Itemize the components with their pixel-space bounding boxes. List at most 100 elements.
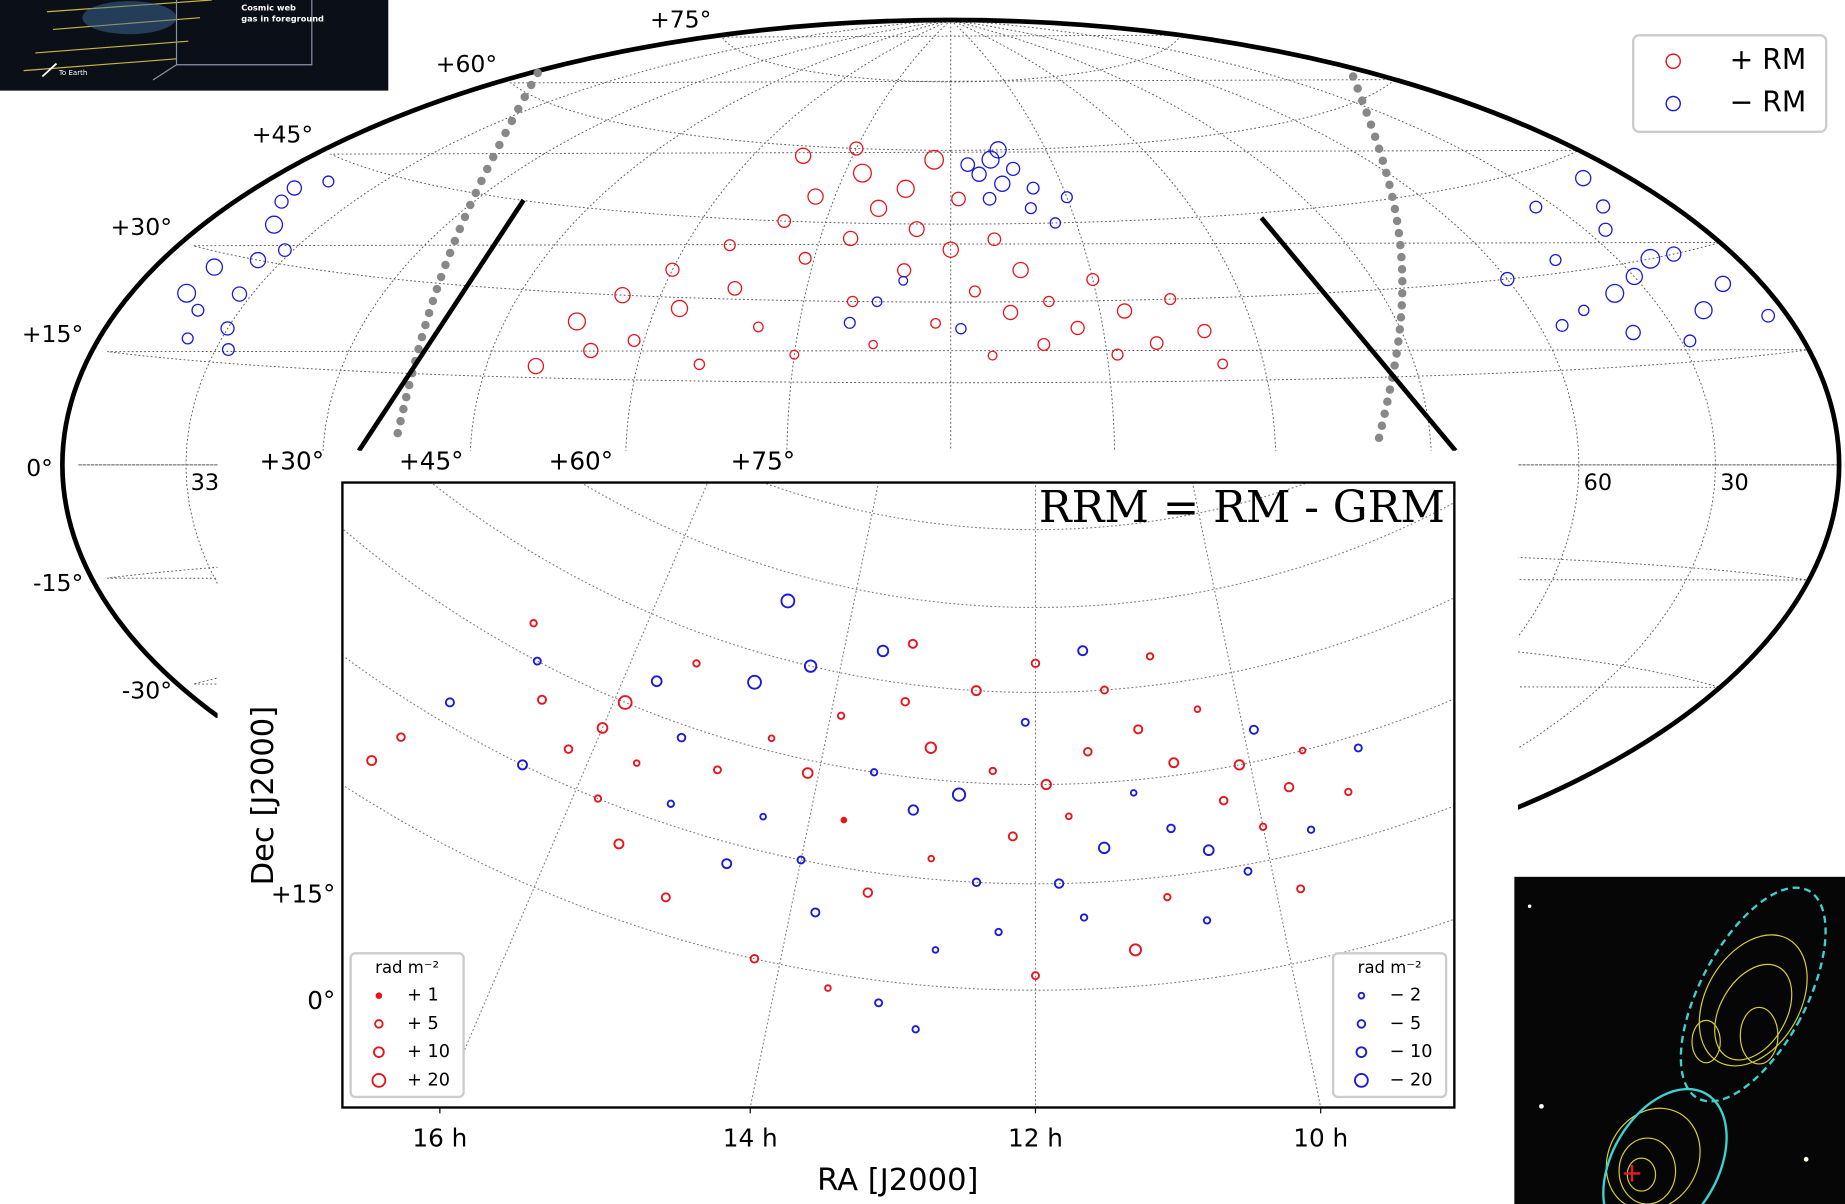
star [1527,904,1532,909]
legend-label: + 5 [407,1014,439,1034]
radio-inset [1514,876,1845,1204]
source [971,877,982,888]
legend-title: rad m⁻² [1358,958,1422,977]
panel-title: RRM = RM - GRM [1039,483,1445,533]
source [951,191,966,207]
source [1005,161,1021,177]
source [927,854,936,863]
source [517,759,528,771]
legend-box [1331,952,1448,1099]
source [840,816,848,824]
lobe-ellipse [1602,1087,1728,1204]
source [1065,812,1073,821]
source [862,887,874,898]
source [1166,823,1176,834]
source [650,675,663,688]
legend-marker [1357,991,1366,1000]
legend-marker [1665,53,1681,69]
plane-dot [1378,156,1388,166]
source [874,998,884,1008]
source [1111,348,1124,361]
source [1129,789,1138,797]
plane-dot [471,188,481,198]
source [1694,301,1713,320]
top-tick-label: +30° [260,447,324,476]
source [798,251,812,265]
source [970,685,982,697]
source [632,759,641,767]
source [181,332,194,345]
source [767,734,776,743]
source [1086,272,1100,287]
legend-label: + 10 [407,1042,450,1062]
zoom-line [1259,216,1458,453]
source [1233,759,1246,771]
source [1258,822,1268,831]
source [777,214,792,228]
source [971,166,987,182]
x-tick-label: 12 h [1008,1123,1063,1152]
legend-label: + 20 [407,1070,450,1090]
source [794,147,812,164]
source [220,321,235,336]
source [1043,295,1055,308]
source [780,593,796,609]
plane-dot [1362,108,1371,117]
meridian [950,19,1717,813]
source [1164,293,1177,306]
source [960,157,976,173]
source [444,697,455,708]
plane-dot [1397,301,1407,310]
source [752,321,764,333]
source [1714,275,1732,293]
source [692,659,701,668]
inset-label: Cosmic web [241,3,296,13]
dec-tick-label: -30° [122,677,172,705]
plane-dot [1390,361,1399,370]
plane-dot [501,128,510,138]
plane-dot [1377,421,1387,431]
gas [82,1,177,35]
source [876,644,890,658]
plane-dot [507,116,517,126]
source [366,755,378,766]
source [869,199,888,218]
source [286,180,303,196]
plane-dot [428,296,438,306]
source [712,765,722,775]
source [759,812,767,821]
legend-label: − 5 [1390,1014,1422,1034]
plane-dot [1380,409,1389,418]
plane-dot [1385,385,1395,394]
source [1053,878,1065,889]
source [994,175,1011,192]
x-tick-label: 10 h [1293,1123,1348,1152]
plane-dot [417,332,427,342]
y-axis-label: Dec [J2000] [246,706,281,886]
source [849,141,864,156]
source [987,232,1002,247]
source [563,744,574,754]
source [869,768,879,777]
source [676,732,687,743]
plane-dot [450,236,460,246]
legend-label: − RM [1730,86,1807,119]
source [1060,191,1073,204]
source [723,239,736,252]
legend-marker [371,1073,387,1088]
plane-dot [414,344,423,354]
plane-dot [1366,120,1376,129]
inset-bg [1514,876,1845,1204]
source [221,343,235,357]
plane-dot [483,164,492,174]
plane-dot [495,140,504,150]
source [567,312,587,331]
size-legend: rad m⁻² + 1 + 5 + 10 + 20 [349,952,465,1099]
arrow [41,62,58,78]
source [231,286,248,302]
source [322,175,335,188]
plane-dot [1382,168,1391,178]
y-tick-label: 0° [307,986,335,1015]
source [1007,831,1018,842]
source [1193,705,1202,713]
